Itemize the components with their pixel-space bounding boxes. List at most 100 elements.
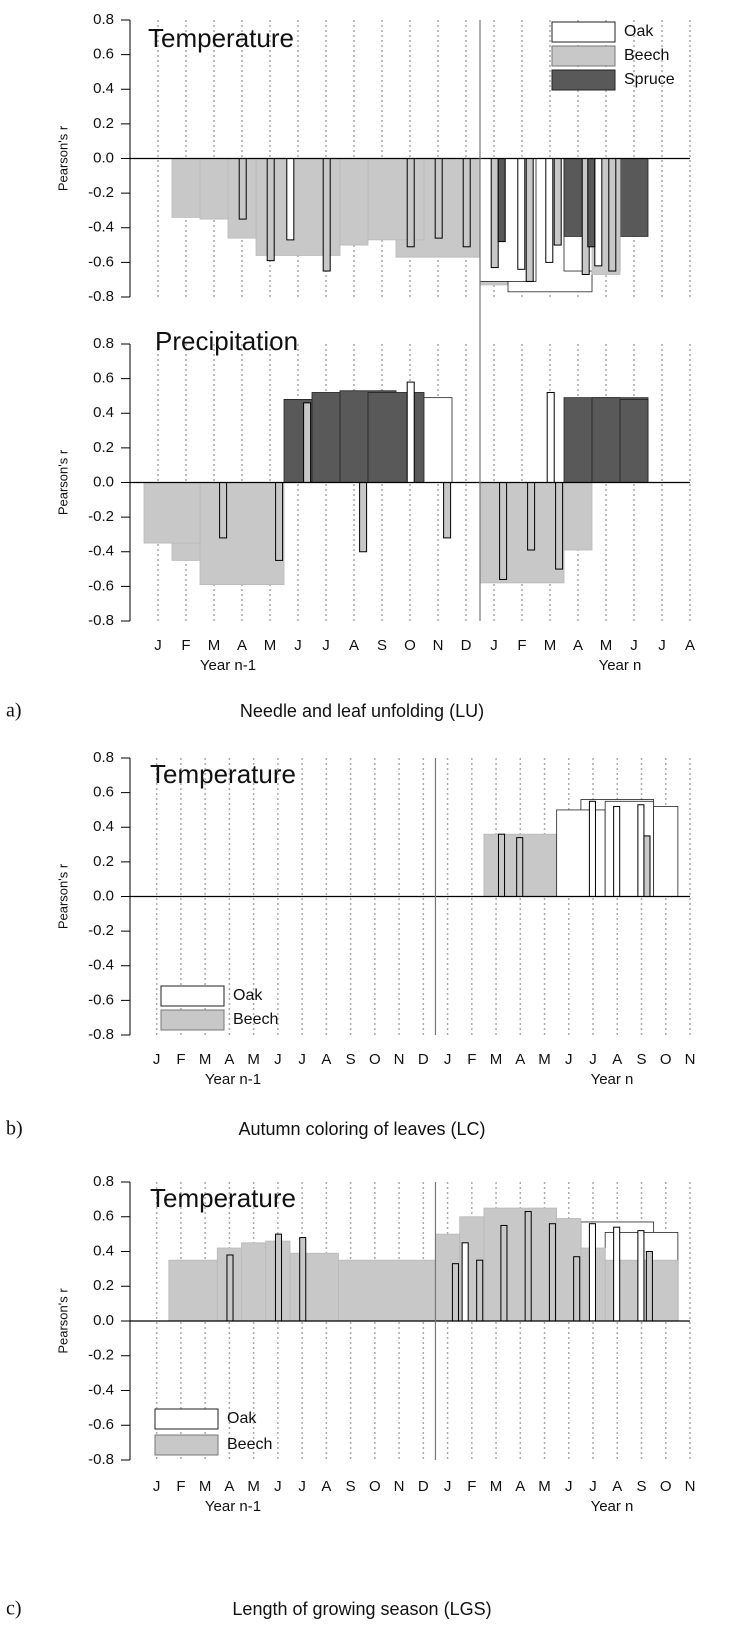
x-tick-label: M	[264, 637, 277, 654]
y-tick-label: 0.0	[93, 473, 114, 490]
x-tick-label: A	[515, 1051, 525, 1068]
y-tick-label: -0.4	[88, 957, 114, 974]
x-tick-label: J	[490, 637, 498, 654]
bar	[339, 158, 369, 246]
y-tick-label: 0.2	[93, 853, 114, 870]
x-tick-label: M	[490, 1051, 503, 1068]
x-tick-label: N	[394, 1478, 405, 1495]
bar	[338, 1259, 436, 1322]
bar	[143, 482, 201, 544]
caption: Autumn coloring of leaves (LC)	[238, 1119, 485, 1139]
panel-label: c)	[6, 1598, 22, 1620]
bar	[299, 1237, 307, 1322]
y-tick-label: 0.4	[93, 818, 114, 835]
bar	[653, 806, 679, 897]
x-tick-label: M	[208, 637, 221, 654]
x-tick-label: O	[369, 1051, 381, 1068]
bar	[483, 1207, 558, 1322]
x-tick-label: J	[274, 1478, 282, 1495]
x-tick-label: J	[154, 637, 162, 654]
caption: Needle and leaf unfolding (LU)	[240, 701, 484, 721]
x-tick-label: O	[369, 1478, 381, 1495]
year-label: Year n-1	[200, 657, 256, 674]
y-axis-label: Pearson's r	[55, 1288, 70, 1354]
bar	[476, 1259, 484, 1322]
x-tick-label: A	[321, 1478, 331, 1495]
bar	[619, 398, 649, 483]
bar	[367, 392, 425, 483]
x-tick-label: J	[589, 1478, 597, 1495]
y-axis-label: Pearson's r	[55, 449, 70, 515]
bar	[490, 158, 499, 269]
bar	[525, 158, 534, 282]
y-tick-label: 0.6	[93, 46, 114, 63]
y-tick-label: 0.2	[93, 439, 114, 456]
x-tick-label: J	[444, 1478, 452, 1495]
x-tick-label: J	[630, 637, 638, 654]
bar	[168, 1259, 218, 1322]
bar	[637, 804, 645, 898]
x-tick-label: M	[490, 1478, 503, 1495]
x-tick-label: M	[600, 637, 613, 654]
y-tick-label: 0.6	[93, 370, 114, 387]
bar	[303, 402, 312, 483]
bar	[219, 482, 228, 539]
y-tick-label: 0.4	[93, 1242, 114, 1259]
bar	[645, 1251, 653, 1322]
bar	[266, 158, 275, 262]
x-tick-label: D	[418, 1478, 429, 1495]
y-tick-label: 0.6	[93, 1208, 114, 1225]
y-tick-label: 0.8	[93, 1173, 114, 1190]
bar	[322, 158, 331, 272]
bar	[434, 158, 443, 239]
bar	[367, 158, 425, 241]
y-axis-label: Pearson's r	[55, 863, 70, 929]
x-tick-label: S	[637, 1051, 647, 1068]
x-tick-label: A	[224, 1051, 234, 1068]
legend-label: Beech	[227, 1436, 272, 1453]
bar	[226, 1254, 234, 1322]
y-tick-label: -0.4	[88, 219, 114, 236]
bar	[548, 1223, 556, 1322]
x-tick-label: M	[538, 1051, 551, 1068]
x-tick-label: F	[467, 1051, 476, 1068]
panel-label: b)	[6, 1118, 23, 1140]
bar	[517, 158, 526, 270]
bar	[643, 835, 651, 897]
bar	[555, 482, 564, 570]
caption: Length of growing season (LGS)	[232, 1599, 491, 1619]
y-tick-label: -0.6	[88, 991, 114, 1008]
x-tick-label: A	[612, 1051, 622, 1068]
bar	[274, 1233, 283, 1322]
bar	[241, 1242, 267, 1322]
x-tick-label: N	[394, 1051, 405, 1068]
bar	[573, 1256, 581, 1322]
panel-label: a)	[6, 700, 22, 722]
bar	[588, 800, 596, 897]
bar	[594, 158, 603, 267]
y-tick-label: 0.2	[93, 115, 114, 132]
legend-swatch	[154, 1408, 219, 1430]
y-tick-label: -0.8	[88, 288, 114, 305]
legend-label: Oak	[624, 23, 654, 40]
x-tick-label: F	[467, 1478, 476, 1495]
bar	[406, 158, 415, 248]
y-tick-label: -0.8	[88, 1451, 114, 1468]
bar	[497, 158, 506, 243]
x-tick-label: A	[237, 637, 247, 654]
bar	[499, 482, 508, 580]
x-tick-label: F	[517, 637, 526, 654]
legend-label: Oak	[233, 987, 263, 1004]
y-tick-label: -0.2	[88, 508, 114, 525]
bar	[500, 1224, 508, 1322]
chart-title: Precipitation	[155, 326, 298, 356]
bar	[497, 833, 506, 897]
bar	[587, 158, 596, 248]
bar	[527, 482, 536, 551]
x-tick-label: J	[153, 1478, 161, 1495]
x-tick-label: A	[515, 1478, 525, 1495]
x-tick-label: M	[199, 1051, 212, 1068]
x-tick-label: O	[404, 637, 416, 654]
x-tick-label: A	[349, 637, 359, 654]
bar	[275, 482, 284, 561]
